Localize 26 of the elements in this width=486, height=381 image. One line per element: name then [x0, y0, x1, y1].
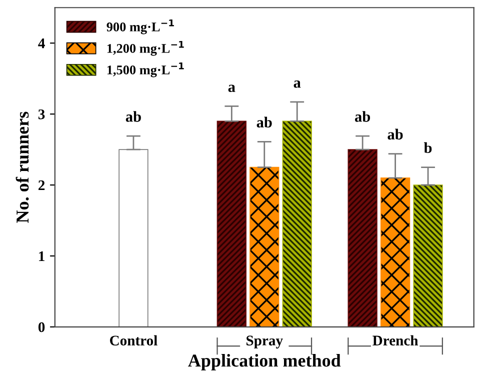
- bar: [380, 177, 410, 327]
- annotation: ab: [354, 111, 370, 122]
- annotation: b: [424, 142, 432, 154]
- annotation: a: [294, 80, 301, 88]
- annotation: ab: [256, 116, 272, 128]
- legend-label: 900 mg·L$^{−1}$: [106, 19, 174, 34]
- x-tick-label: Control: [110, 335, 158, 346]
- bar: [413, 184, 443, 327]
- y-tick-label: 2: [38, 180, 45, 190]
- annotation: a: [228, 84, 236, 92]
- y-tick-label: 0: [38, 322, 45, 332]
- y-axis-title: No. of runners: [16, 112, 29, 223]
- y-tick-label: 3: [38, 109, 45, 120]
- bar: [282, 120, 312, 327]
- y-tick-label: 1: [39, 251, 44, 262]
- bar: [250, 166, 280, 327]
- legend-label: 1,200 mg·L$^{−1}$: [107, 41, 184, 56]
- x-tick-label: Spray: [246, 336, 283, 348]
- y-tick-label: 4: [38, 38, 45, 48]
- x-tick-label: Drench: [372, 335, 418, 346]
- legend-label: 1,500 mg·L$^{−1}$: [107, 62, 184, 78]
- x-axis-title: Application method: [188, 354, 341, 370]
- annotation: ab: [126, 111, 141, 122]
- bar: [348, 149, 378, 327]
- bar: [216, 120, 246, 327]
- annotation: ab: [388, 128, 403, 140]
